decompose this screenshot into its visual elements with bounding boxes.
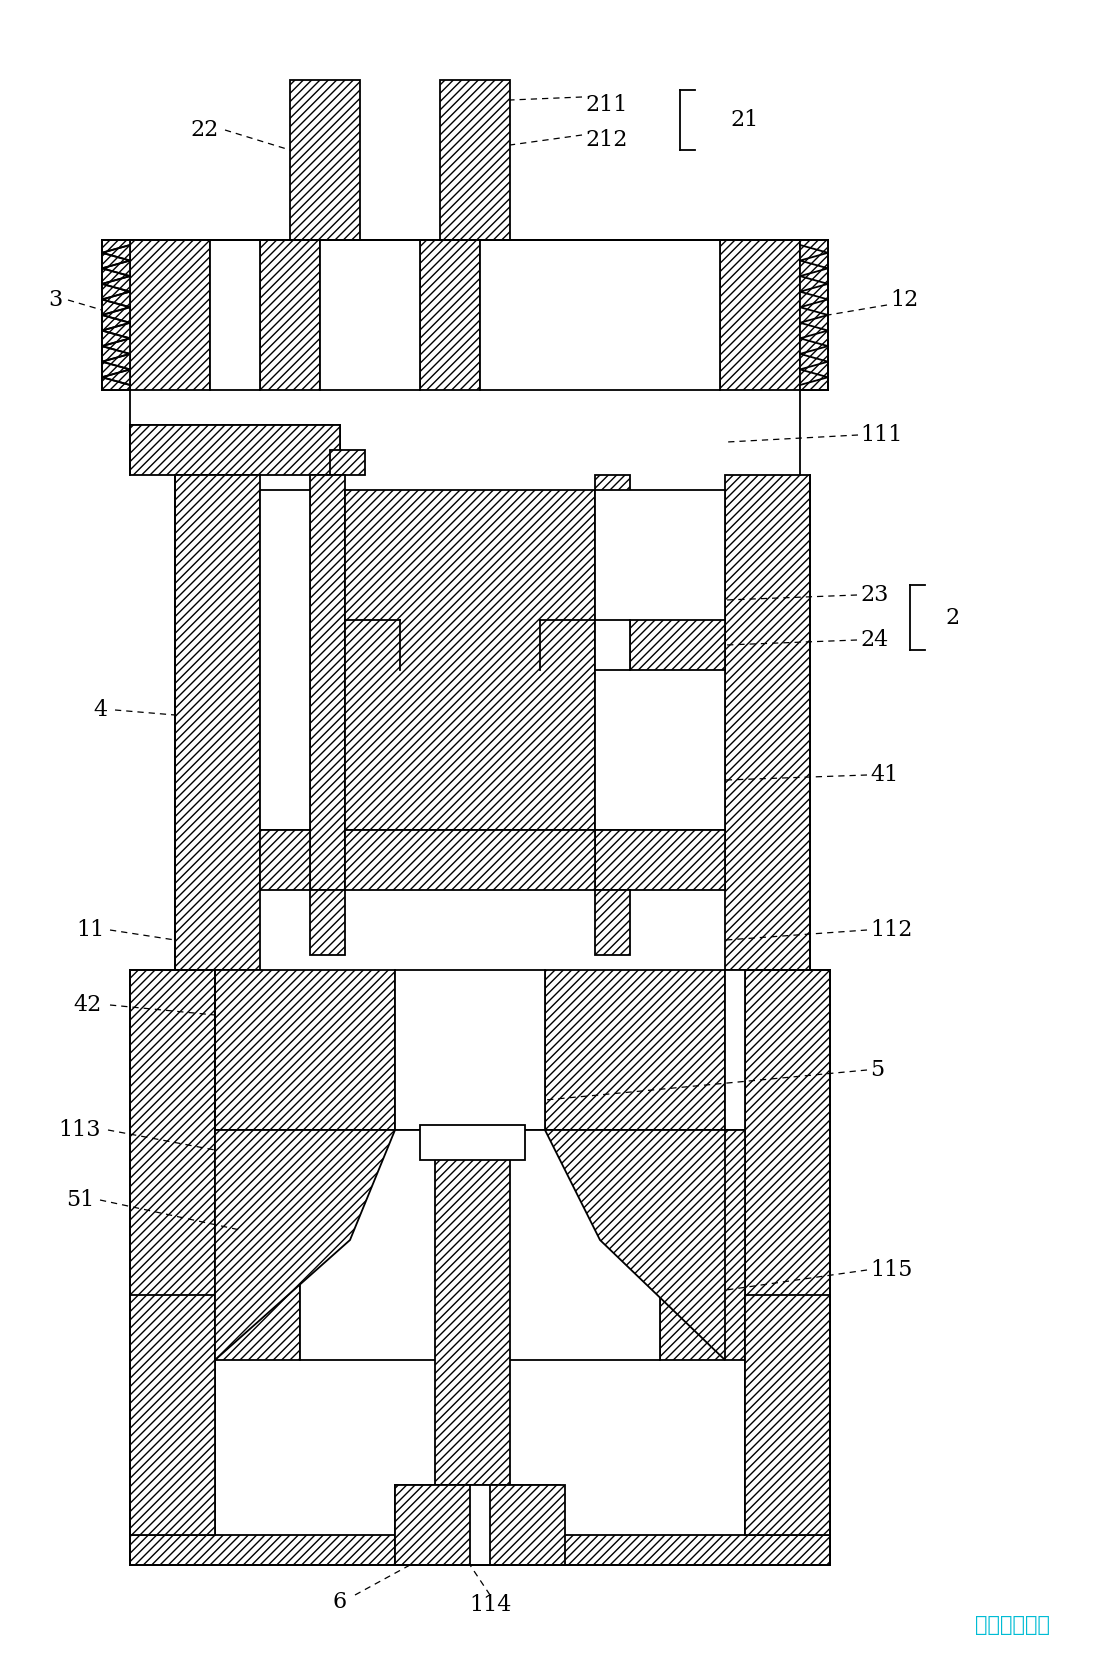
Text: 22: 22 (191, 120, 219, 141)
Bar (420, 241, 480, 390)
Bar (330, 450, 365, 475)
Text: 212: 212 (585, 129, 627, 151)
Text: 211: 211 (585, 95, 627, 116)
Text: 12: 12 (890, 289, 918, 310)
Bar (725, 969, 745, 1130)
Text: 42: 42 (74, 994, 102, 1016)
Bar (260, 830, 310, 890)
Bar (630, 619, 725, 671)
Text: 41: 41 (870, 764, 898, 785)
Bar (130, 241, 210, 390)
Bar (440, 80, 510, 241)
Text: 6: 6 (333, 1590, 348, 1614)
Bar (175, 475, 260, 969)
Text: 彩虹网址导航: 彩虹网址导航 (975, 1615, 1050, 1635)
Text: 112: 112 (870, 920, 913, 941)
Bar (130, 425, 340, 450)
Bar (260, 241, 320, 390)
Bar (420, 1125, 525, 1160)
Text: 3: 3 (48, 289, 62, 310)
Text: 23: 23 (860, 584, 889, 606)
Text: 111: 111 (860, 423, 903, 447)
Bar (345, 830, 595, 890)
Bar (290, 80, 360, 241)
Text: 2: 2 (945, 608, 960, 629)
Bar (310, 475, 345, 890)
Text: 115: 115 (870, 1258, 913, 1282)
Bar (260, 490, 310, 830)
Bar (130, 425, 340, 475)
Bar (725, 475, 810, 969)
Bar (595, 490, 725, 830)
Bar (545, 969, 725, 1130)
Polygon shape (545, 1130, 725, 1360)
Bar (320, 241, 420, 390)
Bar (130, 1536, 830, 1565)
Bar (595, 475, 630, 890)
Bar (480, 241, 720, 390)
Bar (310, 890, 345, 954)
Bar (595, 890, 630, 954)
Bar (130, 969, 215, 1565)
Polygon shape (102, 241, 130, 390)
Bar (720, 241, 800, 390)
Text: 114: 114 (469, 1594, 512, 1615)
Bar (215, 969, 395, 1130)
Bar (345, 490, 595, 830)
Bar (299, 1130, 660, 1360)
Text: 21: 21 (730, 110, 759, 131)
Bar (210, 241, 260, 390)
Bar (595, 619, 630, 671)
Bar (395, 969, 545, 1130)
Text: 51: 51 (66, 1189, 94, 1212)
Bar (130, 1295, 215, 1536)
Bar (395, 1486, 560, 1565)
Bar (745, 1295, 830, 1536)
Text: 11: 11 (75, 920, 104, 941)
Bar (595, 830, 725, 890)
Bar (745, 969, 830, 1565)
Text: 4: 4 (93, 699, 107, 720)
Text: 24: 24 (860, 629, 889, 651)
Polygon shape (215, 1130, 395, 1360)
Text: 5: 5 (870, 1059, 884, 1081)
Bar (435, 1130, 510, 1486)
Bar (490, 1486, 565, 1565)
Bar (395, 1486, 470, 1565)
Bar (660, 1130, 745, 1360)
Bar (215, 1130, 299, 1360)
Text: 113: 113 (59, 1119, 102, 1140)
Polygon shape (800, 241, 828, 390)
